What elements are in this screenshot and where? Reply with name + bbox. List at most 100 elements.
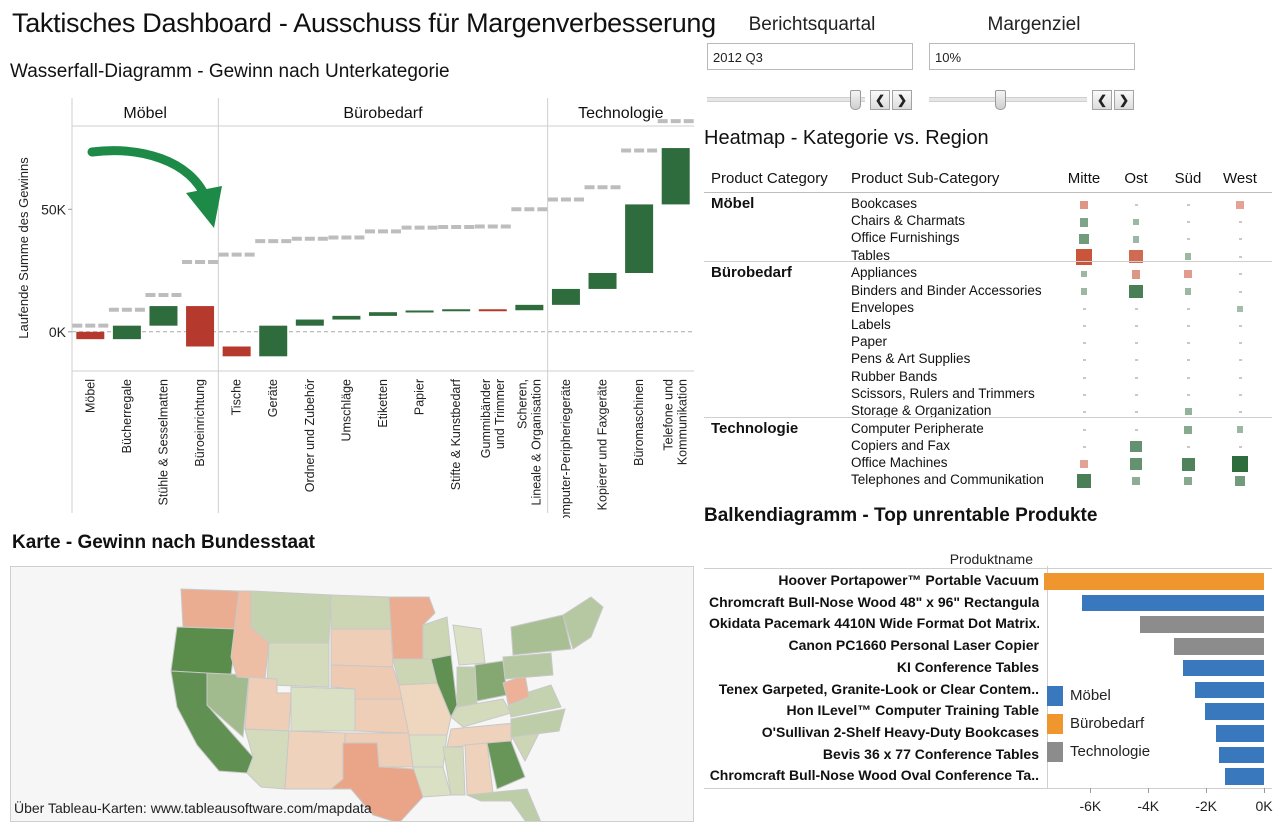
- us-map[interactable]: [11, 567, 694, 822]
- margin-prev-button[interactable]: ❮: [1092, 90, 1112, 110]
- heatmap-cell-empty[interactable]: [1186, 238, 1190, 241]
- map-state-kentucky[interactable]: [450, 698, 512, 728]
- heatmap-cell[interactable]: [1183, 270, 1193, 279]
- heatmap-cell-empty[interactable]: [1082, 410, 1086, 413]
- map-state-arkansas[interactable]: [408, 734, 448, 768]
- legend-label-technologie[interactable]: Technologie: [1070, 743, 1151, 760]
- waterfall-bar-bücherregale[interactable]: [112, 325, 141, 340]
- heatmap-cell-empty[interactable]: [1186, 393, 1190, 396]
- map-state-iowa[interactable]: [392, 658, 438, 686]
- barchart-product-label[interactable]: O'Sullivan 2-Shelf Heavy-Duty Bookcases: [761, 723, 1039, 740]
- barchart-bar[interactable]: [1182, 659, 1264, 677]
- heatmap-cell[interactable]: [1183, 477, 1193, 486]
- heatmap-cell[interactable]: [1236, 426, 1244, 433]
- map-state-colorado[interactable]: [290, 686, 356, 732]
- legend-swatch-möbel[interactable]: [1047, 686, 1063, 706]
- heatmap-cell-empty[interactable]: [1238, 273, 1242, 276]
- heatmap-cell-empty[interactable]: [1134, 393, 1138, 396]
- barchart-product-label[interactable]: Chromcraft Bull-Nose Wood 48" x 96" Rect…: [709, 593, 1039, 610]
- waterfall-bar-scheren-lineale-organisation[interactable]: [515, 304, 544, 311]
- heatmap-cell[interactable]: [1132, 477, 1140, 485]
- margin-input[interactable]: 10%: [929, 43, 1135, 70]
- map-state-washington[interactable]: [180, 588, 240, 630]
- heatmap-cell[interactable]: [1183, 425, 1193, 434]
- heatmap-cell-empty[interactable]: [1186, 342, 1190, 345]
- barchart-bar[interactable]: [1204, 703, 1264, 720]
- barchart-product-label[interactable]: Bevis 36 x 77 Conference Tables: [822, 745, 1039, 762]
- heatmap-cell-empty[interactable]: [1238, 393, 1242, 396]
- map-state-wisconsin[interactable]: [422, 616, 452, 660]
- heatmap-cell[interactable]: [1129, 284, 1143, 299]
- heatmap-cell[interactable]: [1235, 476, 1245, 487]
- waterfall-bar-büromaschinen[interactable]: [625, 204, 654, 273]
- heatmap-cell-empty[interactable]: [1134, 376, 1138, 379]
- legend-label-möbel[interactable]: Möbel: [1070, 687, 1111, 704]
- heatmap-cell[interactable]: [1132, 219, 1140, 226]
- map-state-new-york[interactable]: [510, 614, 572, 656]
- heatmap-cell-empty[interactable]: [1238, 376, 1242, 379]
- heatmap-cell-empty[interactable]: [1134, 204, 1138, 206]
- map-state-mississippi[interactable]: [442, 746, 466, 796]
- heatmap-cell[interactable]: [1079, 234, 1089, 245]
- barchart-product-label[interactable]: Canon PC1660 Personal Laser Copier: [788, 637, 1039, 654]
- waterfall-bar-kopierer-und-faxgeräte[interactable]: [588, 273, 617, 289]
- margin-next-button[interactable]: ❯: [1114, 90, 1134, 110]
- map-state-new-mexico[interactable]: [284, 730, 346, 790]
- heatmap-cell[interactable]: [1237, 305, 1243, 312]
- barchart-bar[interactable]: [1224, 768, 1264, 785]
- heatmap-cell[interactable]: [1080, 460, 1088, 468]
- heatmap-cell-empty[interactable]: [1186, 376, 1190, 379]
- quarter-slider-thumb[interactable]: [849, 90, 861, 110]
- map-state-pennsylvania[interactable]: [502, 652, 554, 680]
- heatmap-cell-empty[interactable]: [1186, 359, 1190, 362]
- map-state-north-carolina[interactable]: [510, 708, 566, 738]
- legend-swatch-bürobedarf[interactable]: [1047, 714, 1063, 734]
- heatmap-cell-empty[interactable]: [1238, 255, 1242, 258]
- map-state-missouri[interactable]: [398, 682, 452, 736]
- heatmap-cell-empty[interactable]: [1186, 307, 1190, 310]
- heatmap-cell-empty[interactable]: [1082, 359, 1086, 362]
- barchart-bar[interactable]: [1194, 681, 1264, 699]
- barchart-bar[interactable]: [1044, 573, 1264, 590]
- heatmap-cell-empty[interactable]: [1238, 342, 1242, 345]
- map-attribution[interactable]: Über Tableau-Karten: www.tableausoftware…: [14, 800, 372, 816]
- barchart-product-label[interactable]: Chromcraft Bull-Nose Wood Oval Conferenc…: [709, 767, 1039, 784]
- quarter-slider-track[interactable]: [707, 97, 865, 102]
- margin-slider-track[interactable]: [929, 97, 1087, 102]
- legend-label-bürobedarf[interactable]: Bürobedarf: [1070, 715, 1145, 732]
- heatmap-cell-empty[interactable]: [1186, 221, 1190, 224]
- barchart-bar[interactable]: [1139, 616, 1264, 634]
- waterfall-bar-stifte-kunstbedarf[interactable]: [442, 309, 471, 312]
- heatmap-cell-empty[interactable]: [1082, 307, 1086, 310]
- heatmap-cell[interactable]: [1079, 200, 1089, 210]
- map-state-north-dakota[interactable]: [330, 594, 392, 630]
- heatmap-cell[interactable]: [1130, 458, 1142, 470]
- map-state-virginia[interactable]: [506, 684, 562, 718]
- heatmap-cell-empty[interactable]: [1082, 428, 1086, 431]
- heatmap-cell[interactable]: [1129, 249, 1143, 264]
- barchart-bar[interactable]: [1216, 724, 1264, 742]
- heatmap-cell-empty[interactable]: [1134, 307, 1138, 310]
- heatmap-cell-empty[interactable]: [1134, 428, 1138, 431]
- heatmap-cell-empty[interactable]: [1238, 359, 1242, 362]
- map-state-kansas[interactable]: [354, 698, 410, 734]
- map-state-new-england[interactable]: [562, 596, 604, 650]
- heatmap-cell[interactable]: [1232, 456, 1248, 472]
- map-state-south-dakota[interactable]: [330, 628, 394, 668]
- barchart-product-label[interactable]: Hon ILevel™ Computer Training Table: [786, 702, 1039, 719]
- barchart-product-label[interactable]: KI Conference Tables: [896, 658, 1039, 675]
- heatmap-cell-empty[interactable]: [1134, 359, 1138, 362]
- map-state-florida[interactable]: [466, 788, 543, 822]
- heatmap-cell-empty[interactable]: [1186, 204, 1190, 206]
- barchart-bar[interactable]: [1174, 638, 1264, 655]
- heatmap-cell-empty[interactable]: [1134, 410, 1138, 413]
- waterfall-bar-etiketten[interactable]: [369, 312, 397, 316]
- heatmap-cell-empty[interactable]: [1082, 324, 1086, 327]
- map-state-oregon[interactable]: [170, 626, 238, 676]
- heatmap-cell[interactable]: [1079, 217, 1089, 227]
- heatmap-cell[interactable]: [1076, 248, 1092, 265]
- waterfall-bar-telefone-und-kommunikation[interactable]: [661, 148, 690, 205]
- waterfall-bar-tische[interactable]: [222, 346, 251, 357]
- map-state-georgia[interactable]: [486, 740, 526, 790]
- heatmap-cell[interactable]: [1080, 271, 1088, 278]
